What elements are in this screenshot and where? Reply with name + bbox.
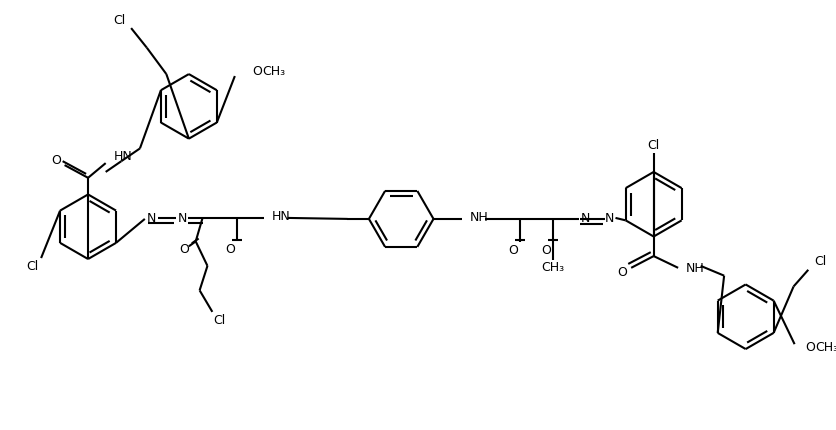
Text: O: O bbox=[179, 242, 189, 255]
Text: Cl: Cl bbox=[647, 139, 659, 152]
Text: Cl: Cl bbox=[813, 255, 825, 268]
Text: O: O bbox=[507, 243, 517, 256]
Text: N: N bbox=[147, 212, 156, 225]
Text: O: O bbox=[540, 243, 550, 256]
Text: N: N bbox=[177, 212, 186, 225]
Text: O: O bbox=[617, 266, 626, 279]
Text: Cl: Cl bbox=[113, 14, 125, 27]
Text: O: O bbox=[804, 340, 814, 353]
Text: NH: NH bbox=[469, 211, 488, 224]
Text: Cl: Cl bbox=[213, 313, 225, 326]
Text: CH₃: CH₃ bbox=[541, 261, 563, 274]
Text: NH: NH bbox=[686, 262, 704, 275]
Text: Cl: Cl bbox=[26, 260, 38, 273]
Text: N: N bbox=[580, 212, 589, 225]
Text: O: O bbox=[51, 154, 61, 166]
Text: O: O bbox=[225, 242, 235, 255]
Text: CH₃: CH₃ bbox=[814, 340, 836, 353]
Text: O: O bbox=[252, 64, 262, 77]
Text: N: N bbox=[604, 212, 614, 225]
Text: HN: HN bbox=[272, 210, 290, 223]
Text: HN: HN bbox=[113, 150, 132, 163]
Text: CH₃: CH₃ bbox=[262, 64, 285, 77]
